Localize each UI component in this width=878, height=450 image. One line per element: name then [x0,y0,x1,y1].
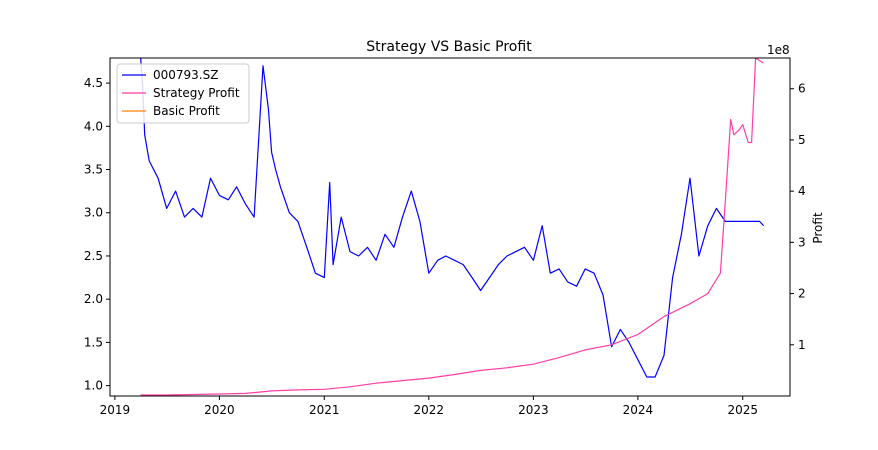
series-line-0 [140,58,765,378]
y-left-tick-label: 4.5 [84,76,103,90]
legend-label-0: 000793.SZ [153,68,218,82]
y-left-tick-label: 2.0 [84,292,103,306]
x-axis: 2019 2020 2021 2022 2023 2024 2025 [100,396,758,417]
legend: 000793.SZ Strategy Profit Basic Profit [116,63,250,124]
y-right-tick-label: 1 [798,338,806,352]
y-left-tick-label: 2.5 [84,249,103,263]
series-layer [140,58,765,396]
x-tick-label-2024: 2024 [623,403,654,417]
right-axis-label: Profit [811,212,825,244]
plot-frame [109,57,791,397]
y-right-tick-label: 4 [798,184,806,198]
y-right-tick-label: 3 [798,235,806,249]
x-tick-label-2025: 2025 [727,403,758,417]
right-y-axis: 1 2 3 4 5 6 [790,82,806,352]
y-left-tick-label: 3.0 [84,206,103,220]
x-tick-label-2020: 2020 [204,403,235,417]
left-y-axis: 1.0 1.5 2.0 2.5 3.0 3.5 4.0 4.5 [84,76,110,393]
series-line-1 [140,58,764,396]
legend-label-1: Strategy Profit [153,86,240,100]
y-left-tick-label: 3.5 [84,163,103,177]
legend-label-2: Basic Profit [153,104,220,118]
legend-box [116,63,250,124]
y-right-tick-label: 2 [798,287,806,301]
x-tick-label-2019: 2019 [100,403,131,417]
y-left-tick-label: 1.5 [84,335,103,349]
y-right-tick-label: 6 [798,82,806,96]
right-axis-offset-label: 1e8 [767,43,790,57]
y-left-tick-label: 4.0 [84,119,103,133]
y-left-tick-label: 1.0 [84,379,103,393]
x-tick-label-2022: 2022 [414,403,445,417]
chart-title: Strategy VS Basic Profit [366,39,532,55]
x-tick-label-2021: 2021 [309,403,340,417]
y-right-tick-label: 5 [798,133,806,147]
x-tick-label-2023: 2023 [518,403,549,417]
